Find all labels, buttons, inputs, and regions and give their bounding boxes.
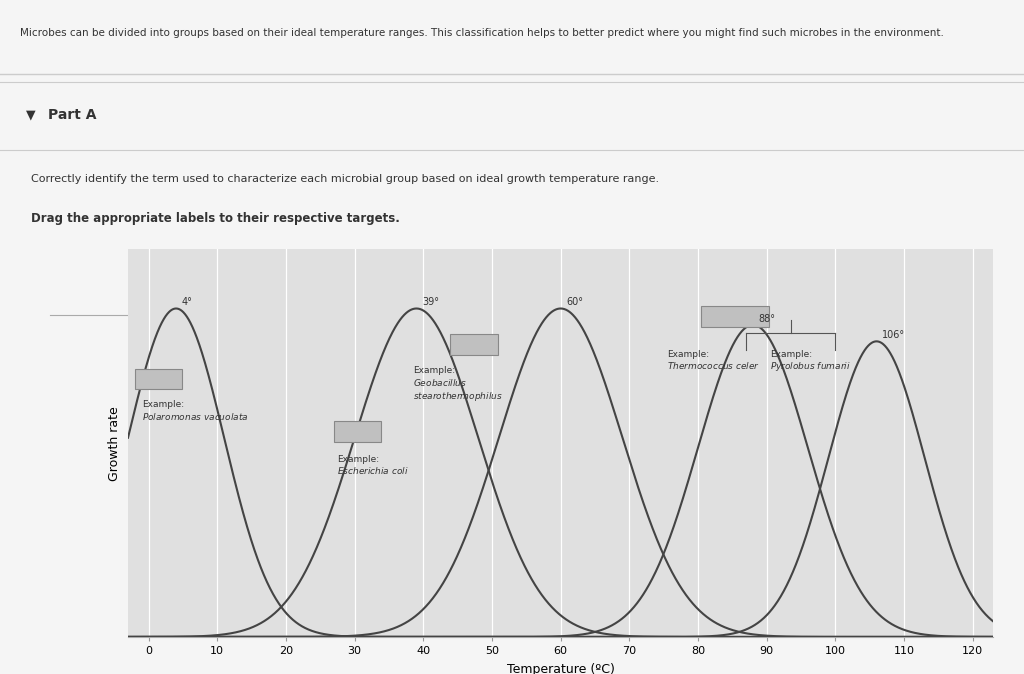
Text: Mesophile: Mesophile [329,288,381,299]
Text: Psychrophile: Psychrophile [442,288,509,299]
Text: Thermophile: Thermophile [197,288,262,299]
Text: Reset: Reset [854,259,882,269]
Text: Example:
$Pyrolobus$ $fumarii$: Example: $Pyrolobus$ $fumarii$ [770,350,851,373]
Text: 106°: 106° [882,330,905,340]
X-axis label: Temperature (ºC): Temperature (ºC) [507,663,614,674]
Text: 60°: 60° [566,297,583,307]
Text: Help: Help [929,259,951,269]
Text: Example:
$Geobacillus$
$stearothermophilus$: Example: $Geobacillus$ $stearothermophil… [413,366,503,402]
Text: Hyperthermophile: Hyperthermophile [554,288,649,299]
Text: Example:
$Thermococcus$ $celer$: Example: $Thermococcus$ $celer$ [667,350,760,371]
Text: Example:
$Escherichia$ $coli$: Example: $Escherichia$ $coli$ [338,455,410,477]
Text: 39°: 39° [422,297,439,307]
Text: Part A: Part A [48,108,96,122]
Text: Example:
$Polaromonas$ $vacuolata$: Example: $Polaromonas$ $vacuolata$ [141,400,249,422]
Text: Drag the appropriate labels to their respective targets.: Drag the appropriate labels to their res… [31,212,399,224]
Text: Correctly identify the term used to characterize each microbial group based on i: Correctly identify the term used to char… [31,174,658,184]
Text: ▼: ▼ [26,109,35,121]
Text: 88°: 88° [759,313,775,324]
Y-axis label: Growth rate: Growth rate [109,406,121,481]
Text: 4°: 4° [181,297,193,307]
Text: Microbes can be divided into groups based on their ideal temperature ranges. Thi: Microbes can be divided into groups base… [20,28,944,38]
